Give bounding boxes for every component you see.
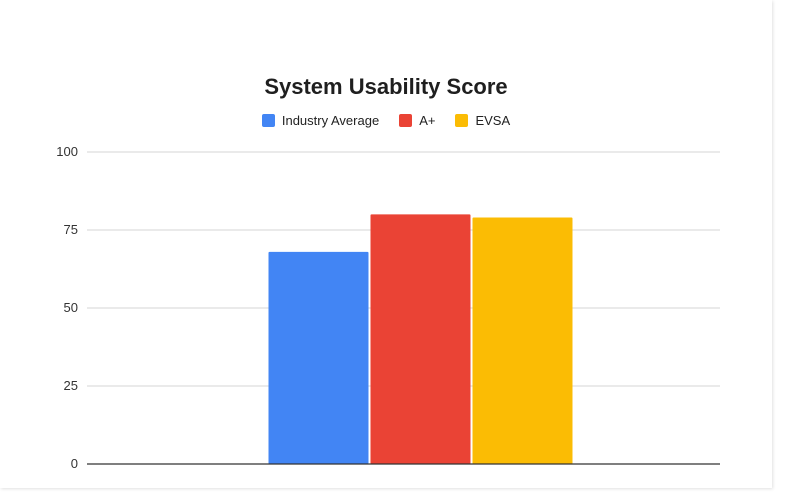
legend-item-a-plus: A+ <box>399 113 435 128</box>
chart-card: System Usability Score Industry Average … <box>0 74 772 471</box>
legend: Industry Average A+ EVSA <box>0 113 772 128</box>
y-tick-label-25: 25 <box>64 378 78 393</box>
chart-title: System Usability Score <box>264 74 508 99</box>
y-tick-label-75: 75 <box>64 222 78 237</box>
legend-swatch-evsa <box>455 114 469 127</box>
y-tick-label-0: 0 <box>71 456 78 471</box>
bar-a <box>370 214 471 464</box>
legend-item-evsa: EVSA <box>455 113 510 128</box>
legend-label-evsa: EVSA <box>475 113 511 128</box>
bar-evsa <box>472 217 573 464</box>
plot-area: 0 25 50 75 100 <box>56 144 720 471</box>
legend-label-industry-average: Industry Average <box>281 113 380 128</box>
y-tick-label-100: 100 <box>56 144 78 159</box>
legend-swatch-a-plus <box>399 114 413 127</box>
legend-item-industry-average: Industry Average <box>261 113 380 128</box>
y-tick-label-50: 50 <box>64 300 78 315</box>
legend-swatch-industry-average <box>261 114 275 127</box>
legend-label-a-plus: A+ <box>419 113 436 128</box>
bars <box>268 214 573 464</box>
bar-industry-average <box>268 251 369 464</box>
